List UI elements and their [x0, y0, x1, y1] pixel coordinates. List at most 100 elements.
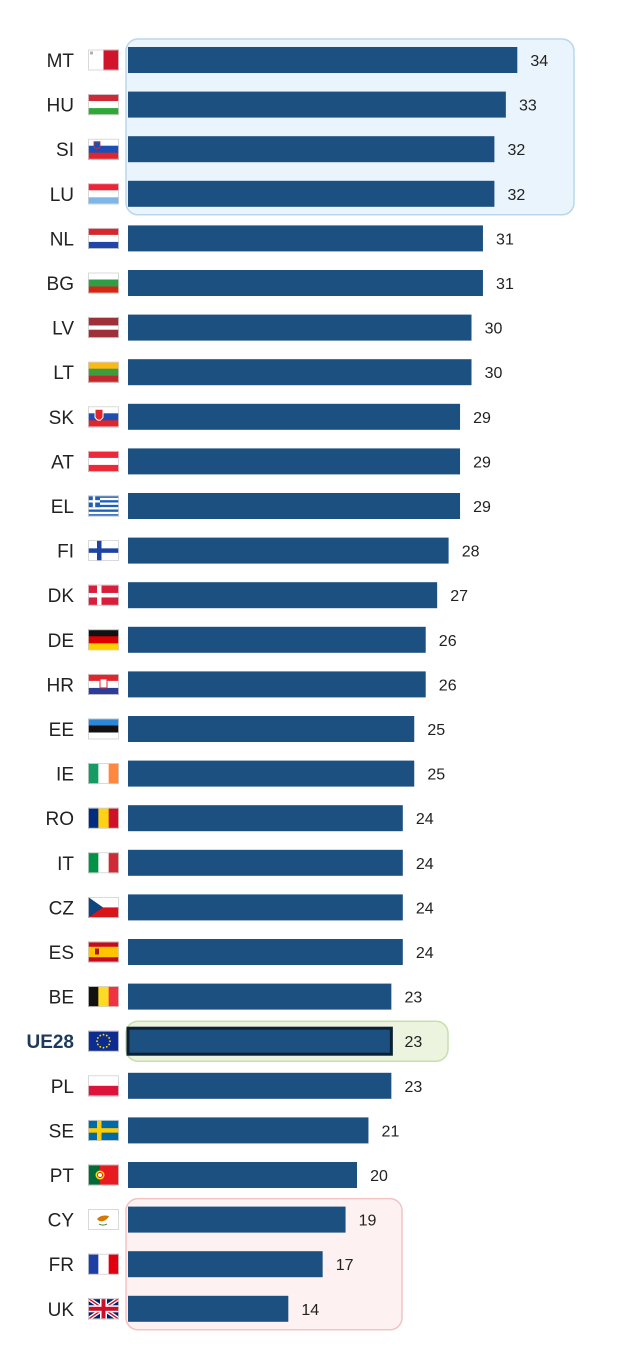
flag-border — [88, 807, 119, 829]
bar-lv — [128, 314, 472, 341]
category-label-fr: FR — [49, 1255, 74, 1276]
bar-cz — [128, 894, 403, 921]
value-label-be: 23 — [404, 990, 422, 1007]
flag-ireland-icon — [88, 763, 119, 785]
value-label-ee: 25 — [427, 722, 445, 739]
flag-border — [88, 94, 119, 115]
flag-sweden-icon — [88, 1119, 119, 1141]
category-label-pl: PL — [51, 1077, 74, 1098]
value-label-ie: 25 — [427, 767, 445, 784]
flag-border — [88, 584, 119, 606]
flag-denmark-icon — [88, 584, 119, 606]
flag-slovenia-icon — [88, 138, 119, 160]
bar-lu — [128, 180, 495, 207]
flag-border — [88, 1298, 119, 1320]
bar-dk — [128, 582, 438, 609]
flag-border — [88, 763, 119, 784]
bar-at — [128, 448, 461, 475]
category-label-it: IT — [57, 854, 74, 875]
flag-netherlands-icon — [88, 227, 119, 249]
category-label-be: BE — [49, 988, 74, 1009]
category-label-nl: NL — [50, 229, 74, 250]
value-label-el: 29 — [473, 499, 491, 516]
category-label-fi: FI — [57, 542, 74, 563]
bar-hr — [128, 671, 426, 698]
bar-fi — [128, 537, 449, 564]
category-label-se: SE — [49, 1121, 74, 1142]
value-label-ro: 24 — [416, 811, 434, 828]
flag-border — [88, 1164, 119, 1186]
bar-pt — [128, 1162, 357, 1188]
category-label-bg: BG — [47, 274, 74, 295]
value-label-dk: 27 — [450, 588, 468, 605]
bar-si — [128, 136, 495, 163]
bar-uk — [128, 1295, 289, 1322]
category-label-cy: CY — [48, 1211, 75, 1232]
category-label-si: SI — [56, 140, 74, 161]
flag-eu-icon — [88, 1030, 119, 1052]
bar-mt — [128, 47, 518, 73]
bar-it — [128, 849, 403, 876]
value-label-ue28: 23 — [404, 1034, 422, 1051]
category-label-lv: LV — [52, 319, 74, 340]
category-label-lt: LT — [53, 363, 74, 384]
value-label-hu: 33 — [519, 98, 537, 115]
flag-border — [88, 183, 119, 205]
flag-latvia-icon — [88, 317, 119, 339]
flag-border — [88, 540, 119, 561]
bar-ee — [128, 716, 415, 742]
bar-cy — [128, 1206, 346, 1233]
flag-cyprus-icon — [88, 1209, 119, 1231]
flag-border — [88, 674, 119, 695]
bar-lt — [128, 359, 472, 386]
flag-spain-icon — [88, 941, 119, 963]
flag-border — [88, 852, 119, 874]
bar-be — [128, 983, 392, 1010]
flag-france-icon — [88, 1253, 119, 1275]
category-label-es: ES — [49, 943, 74, 964]
flag-estonia-icon — [88, 718, 119, 740]
flag-border — [88, 986, 119, 1007]
value-label-cz: 24 — [416, 900, 434, 917]
bar-nl — [128, 225, 483, 252]
category-label-mt: MT — [47, 51, 75, 72]
flag-border — [88, 450, 119, 472]
value-label-nl: 31 — [496, 231, 514, 248]
flag-border — [88, 1075, 119, 1097]
value-label-pl: 23 — [404, 1079, 422, 1096]
value-label-lv: 30 — [485, 321, 503, 338]
flag-border — [88, 718, 119, 740]
value-label-at: 29 — [473, 454, 491, 471]
flag-belgium-icon — [88, 986, 119, 1008]
flag-border — [88, 1030, 119, 1052]
flag-uk-icon — [88, 1298, 119, 1320]
flag-border — [88, 629, 119, 651]
bar-se — [128, 1117, 369, 1144]
category-label-dk: DK — [48, 586, 75, 607]
value-label-de: 26 — [439, 633, 457, 650]
category-label-sk: SK — [49, 408, 75, 429]
value-label-se: 21 — [382, 1123, 400, 1140]
flag-finland-icon — [88, 540, 119, 562]
category-label-hr: HR — [47, 675, 74, 696]
bar-fr — [128, 1251, 323, 1278]
flag-border — [88, 227, 119, 249]
category-label-el: EL — [51, 497, 74, 518]
value-label-fr: 17 — [336, 1257, 354, 1274]
category-label-ro: RO — [46, 809, 75, 830]
flag-slovakia-icon — [88, 406, 119, 428]
value-label-mt: 34 — [530, 53, 548, 70]
value-label-fi: 28 — [462, 544, 480, 561]
bar-es — [128, 939, 403, 965]
bar-bg — [128, 270, 483, 296]
flag-border — [88, 1253, 119, 1275]
highlight-top-panel — [125, 38, 575, 216]
flag-border — [88, 138, 119, 160]
flag-border — [88, 941, 119, 963]
flag-bulgaria-icon — [88, 272, 119, 294]
flag-malta-icon — [88, 49, 119, 71]
value-label-sk: 29 — [473, 410, 491, 427]
bar-pl — [128, 1072, 392, 1099]
bar-hu — [128, 91, 506, 118]
flag-italy-icon — [88, 852, 119, 874]
